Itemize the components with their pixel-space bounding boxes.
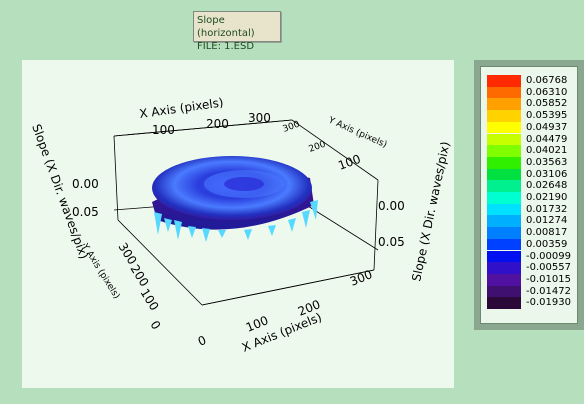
- y-axis-back: Y Axis (pixels) 300 200 100: [282, 115, 389, 173]
- legend-row: 0.03106: [481, 168, 577, 181]
- x-axis-bottom: 0 100 200 300 X Axis (pixels): [196, 267, 374, 355]
- legend-row: 0.06768: [481, 75, 577, 87]
- legend-row: -0.01472: [481, 285, 577, 298]
- legend-value: -0.01472: [526, 285, 571, 297]
- x-axis-top: X Axis (pixels) 100 200 300: [113, 95, 293, 137]
- legend-row: 0.02648: [481, 180, 577, 192]
- y-tick-left-300: 300: [115, 240, 139, 267]
- color-legend: 0.06768 0.06310 0.05852 0.05395 0.04937 0.044…: [480, 66, 578, 324]
- legend-swatch: [487, 168, 521, 181]
- legend-value: -0.00099: [526, 250, 571, 262]
- legend-swatch: [487, 145, 521, 157]
- z-tick-right-1: 0.05: [378, 235, 405, 249]
- legend-value: 0.04937: [526, 121, 568, 133]
- edge-spikes: [154, 200, 318, 242]
- legend-swatch: [487, 156, 521, 169]
- z-axis-left-label: Slope (X Dir. waves/pix): [29, 122, 91, 261]
- legend-value: 0.00817: [526, 227, 568, 239]
- legend-row: 0.03563: [481, 156, 577, 169]
- legend-swatch: [487, 133, 521, 146]
- z-tick-left-1: 0.05: [72, 205, 99, 219]
- z-tick-left-0: 0.00: [72, 177, 99, 191]
- y-axis-back-label: Y Axis (pixels): [326, 115, 388, 150]
- plot-title-box: Slope (horizontal) FILE: 1.ESD: [193, 11, 281, 52]
- y-tick-left-200: 200: [127, 262, 151, 289]
- legend-value: 0.03106: [526, 168, 568, 180]
- legend-swatch: [487, 75, 521, 87]
- legend-row: 0.06310: [481, 86, 577, 99]
- legend-swatch: [487, 273, 521, 286]
- legend-value: 0.06768: [526, 75, 568, 86]
- legend-value: 0.03563: [526, 156, 568, 168]
- legend-swatch: [487, 180, 521, 192]
- legend-row: 0.00359: [481, 238, 577, 251]
- legend-row: 0.02190: [481, 192, 577, 204]
- legend-value: 0.05395: [526, 110, 568, 122]
- legend-row: -0.01930: [481, 297, 577, 309]
- legend-swatch: [487, 250, 521, 263]
- legend-swatch: [487, 262, 521, 274]
- legend-value: 0.06310: [526, 86, 568, 98]
- legend-value: -0.00557: [526, 262, 571, 274]
- legend-swatch: [487, 215, 521, 228]
- legend-row: 0.01732: [481, 203, 577, 216]
- legend-value: -0.01015: [526, 273, 571, 285]
- legend-value: 0.02190: [526, 192, 568, 203]
- legend-value: 0.04479: [526, 133, 568, 145]
- surface-plot-svg: X Axis (pixels) 100 200 300 Slope (X Dir…: [29, 95, 453, 355]
- x-tick-top-300: 300: [248, 111, 271, 125]
- legend-value: 0.04021: [526, 145, 568, 157]
- legend-swatch: [487, 98, 521, 111]
- legend-row: 0.04479: [481, 133, 577, 146]
- z-axis-right-label: Slope (X Dir. waves/pix): [409, 140, 452, 282]
- legend-row: 0.04937: [481, 121, 577, 134]
- legend-value: 0.05852: [526, 98, 568, 110]
- legend-row: 0.04021: [481, 145, 577, 157]
- legend-swatch: [487, 192, 521, 204]
- surface-mesh: [152, 156, 318, 242]
- legend-row: 0.00817: [481, 227, 577, 239]
- legend-row: -0.00099: [481, 250, 577, 263]
- y-tick-back-300: 300: [282, 119, 302, 134]
- color-legend-panel: 0.06768 0.06310 0.05852 0.05395 0.04937 0.044…: [474, 60, 584, 330]
- legend-row: 0.05852: [481, 98, 577, 111]
- legend-swatch: [487, 227, 521, 239]
- legend-swatch: [487, 203, 521, 216]
- y-axis-label: Y Axis (pixels): [79, 241, 121, 300]
- y-tick-back-100: 100: [336, 152, 362, 173]
- z-axis-left: Slope (X Dir. waves/pix) 0.00 0.05: [29, 122, 99, 261]
- y-axis-left: Y Axis (pixels) 300 200 100 0: [79, 240, 163, 332]
- z-tick-right-0: 0.00: [378, 199, 405, 213]
- legend-value: 0.01732: [526, 203, 568, 215]
- legend-value: -0.01930: [526, 297, 571, 309]
- legend-swatch: [487, 86, 521, 99]
- y-tick-left-100: 100: [137, 286, 161, 313]
- y-tick-left-0: 0: [147, 318, 163, 332]
- legend-value: 0.02648: [526, 180, 568, 192]
- x-tick-top-200: 200: [206, 117, 229, 131]
- z-axis-right: 0.00 0.05 Slope (X Dir. waves/pix): [378, 140, 453, 282]
- x-tick-bottom-0: 0: [196, 333, 208, 349]
- legend-value: 0.00359: [526, 238, 568, 250]
- legend-row: -0.01015: [481, 273, 577, 286]
- legend-row: -0.00557: [481, 262, 577, 274]
- x-tick-bottom-300: 300: [348, 267, 374, 289]
- legend-swatch: [487, 285, 521, 298]
- legend-row: 0.05395: [481, 110, 577, 122]
- file-name-label: FILE: 1.ESD: [197, 41, 255, 52]
- plot-title: Slope (horizontal): [197, 15, 255, 39]
- legend-swatch: [487, 110, 521, 122]
- legend-swatch: [487, 238, 521, 251]
- y-tick-back-200: 200: [308, 139, 328, 154]
- legend-value: 0.01274: [526, 215, 568, 227]
- x-tick-top-100: 100: [152, 123, 175, 137]
- legend-row: 0.01274: [481, 215, 577, 228]
- surface-plot-panel[interactable]: X Axis (pixels) 100 200 300 Slope (X Dir…: [22, 60, 454, 388]
- legend-swatch: [487, 297, 521, 309]
- legend-swatch: [487, 121, 521, 134]
